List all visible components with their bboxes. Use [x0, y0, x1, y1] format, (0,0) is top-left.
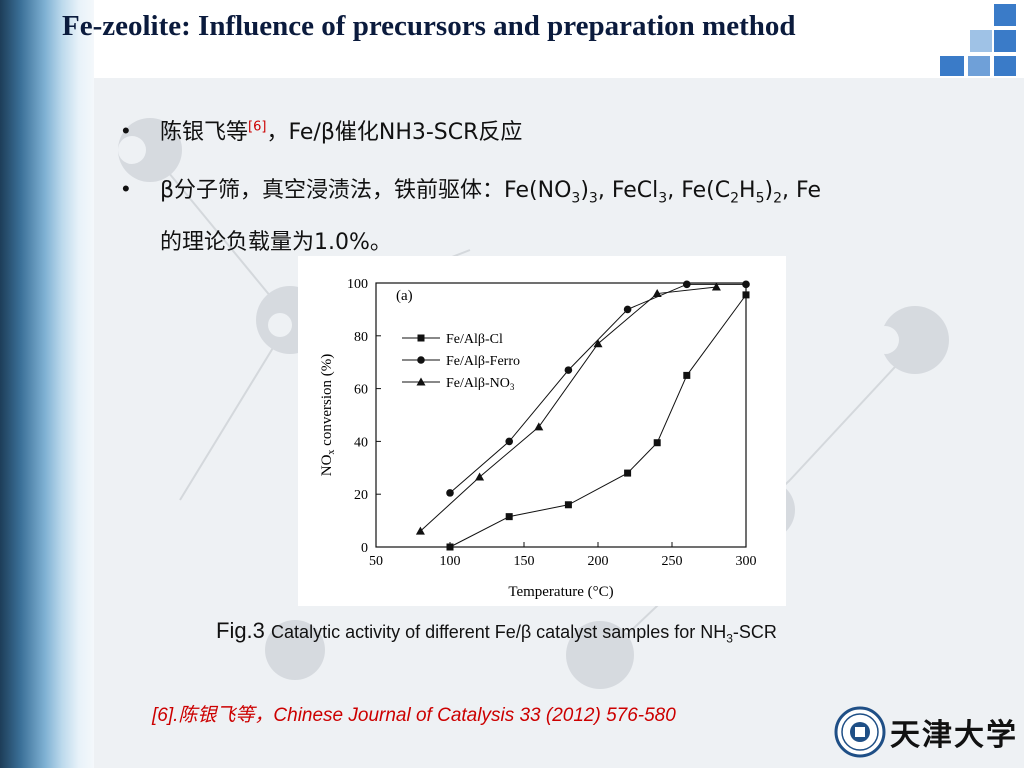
data-point-triangle: [711, 282, 721, 291]
y-tick-label: 20: [354, 488, 368, 503]
x-tick-label: 150: [514, 554, 535, 569]
series-line-triangle: [420, 286, 717, 532]
reference-citation: [6].陈银飞等，Chinese Journal of Catalysis 33…: [152, 705, 676, 726]
y-tick-label: 100: [347, 277, 368, 292]
bullet-item-1: 陈银飞等[6]，Fe/β催化NH3-SCR反应: [160, 114, 522, 146]
legend-marker-triangle: [416, 377, 426, 386]
data-point-triangle: [415, 526, 425, 535]
x-tick-label: 300: [736, 554, 757, 569]
bullet-text: , Fe(C: [667, 178, 731, 203]
legend-marker-square: [417, 334, 425, 342]
data-point-circle: [505, 437, 513, 446]
bullet-text: β分子筛，真空浸渍法，铁前驱体：Fe(NO: [160, 178, 572, 203]
bullet-text: ，Fe/β催化NH3-SCR反应: [266, 120, 523, 145]
y-tick-label: 0: [361, 541, 368, 556]
data-point-circle: [683, 280, 691, 289]
x-axis-label: Temperature (°C): [508, 584, 613, 600]
figure-caption: Fig.3 Catalytic activity of different Fe…: [216, 618, 777, 646]
header-band: [94, 0, 1024, 78]
subscript: 3: [658, 190, 668, 207]
data-point-square: [742, 291, 750, 299]
subscript: 5: [755, 190, 765, 207]
x-tick-label: 50: [369, 554, 383, 569]
y-tick-label: 40: [354, 435, 368, 450]
legend-label: Fe/Alβ-Ferro: [446, 354, 520, 369]
citation-link[interactable]: [6]: [248, 119, 267, 135]
data-point-square: [446, 543, 454, 551]
caption-prefix: Fig.3: [216, 618, 265, 643]
data-point-square: [564, 501, 572, 509]
bullet-item-2-line-2: 的理论负载量为1.0%。: [160, 230, 392, 255]
y-tick-label: 60: [354, 383, 368, 398]
legend: Fe/Alβ-Cl Fe/Alβ-Ferro Fe/Alβ-NO3: [402, 332, 520, 392]
bullet-text: H: [739, 178, 756, 203]
x-tick-label: 250: [662, 554, 683, 569]
bullet-author: 陈银飞等: [160, 120, 249, 145]
data-point-circle: [446, 489, 454, 497]
university-seal-icon: [834, 706, 886, 758]
legend-marker-circle: [417, 356, 425, 364]
data-point-circle: [564, 366, 573, 374]
data-point-square: [624, 469, 632, 477]
data-point-triangle: [534, 422, 544, 431]
left-sidebar-gradient: [0, 0, 94, 768]
axis-ticks: 50 100 150 200 250 300 0 20 40 60 80 100: [347, 277, 757, 569]
x-tick-label: 100: [440, 554, 461, 569]
subscript: 3: [588, 190, 598, 207]
subscript: 2: [730, 190, 740, 207]
university-logo-text: 天津大学: [890, 718, 1018, 753]
bullet-text: , FeCl: [597, 178, 659, 203]
series-layer: [415, 280, 750, 551]
data-point-triangle: [475, 472, 485, 481]
bullet-text: ): [580, 178, 589, 203]
legend-label: Fe/Alβ-Cl: [446, 332, 503, 347]
bullet-text: , Fe: [782, 178, 822, 203]
y-tick-label: 80: [354, 330, 368, 345]
plot-frame: [375, 282, 747, 548]
legend-label: Fe/Alβ-NO3: [446, 376, 515, 392]
data-point-triangle: [593, 339, 603, 348]
data-point-square: [653, 439, 661, 447]
bullet-item-2-line-1: β分子筛，真空浸渍法，铁前驱体：Fe(NO3)3, FeCl3, Fe(C2H5…: [160, 172, 821, 206]
caption-text: Catalytic activity of different Fe/β cat…: [271, 622, 777, 646]
page-title: Fe-zeolite: Influence of precursors and …: [62, 10, 796, 42]
data-point-circle: [623, 305, 632, 314]
subscript: 2: [773, 190, 783, 207]
panel-label: (a): [396, 288, 413, 304]
chart-container: 50 100 150 200 250 300 0 20 40 60 80 100 (a) Fe/Alβ…: [298, 256, 786, 606]
bullet-marker: •: [122, 176, 130, 201]
bullet-text: ): [764, 178, 774, 203]
subscript: 3: [571, 190, 581, 207]
data-point-triangle: [652, 289, 662, 298]
x-tick-label: 200: [588, 554, 609, 569]
data-point-circle: [742, 280, 750, 289]
bullet-marker: •: [122, 118, 130, 143]
y-axis-label: NOx conversion (%): [319, 354, 337, 476]
conversion-chart: 50 100 150 200 250 300 0 20 40 60 80 100 (a) Fe/Alβ…: [319, 277, 757, 600]
data-point-square: [683, 371, 691, 379]
data-point-square: [505, 513, 513, 521]
